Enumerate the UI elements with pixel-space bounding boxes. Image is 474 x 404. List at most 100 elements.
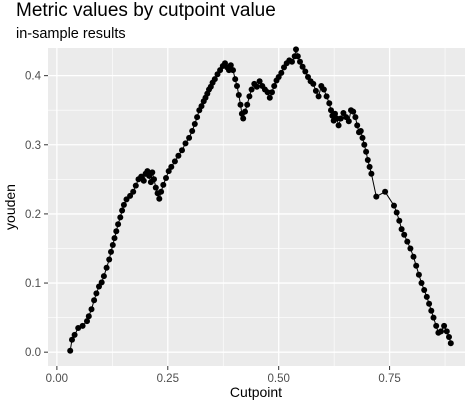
data-point (323, 93, 330, 100)
data-point (151, 176, 157, 183)
data-point (433, 322, 440, 329)
data-point (415, 271, 422, 278)
data-point (246, 93, 253, 100)
data-point (297, 58, 303, 65)
data-point (232, 76, 239, 83)
data-point (326, 100, 333, 107)
x-tick-label: 0.75 (378, 373, 400, 385)
data-point (337, 115, 344, 122)
data-point (111, 235, 118, 242)
data-point (421, 287, 428, 293)
data-point (244, 101, 251, 108)
data-point (359, 134, 366, 141)
data-point (191, 121, 198, 127)
data-point (393, 209, 400, 216)
data-point (115, 221, 122, 228)
data-point (368, 170, 375, 177)
data-point (364, 157, 371, 163)
data-point (418, 280, 425, 286)
data-point (407, 245, 414, 252)
data-point (271, 83, 278, 89)
data-point (100, 273, 107, 280)
data-point (294, 53, 301, 60)
data-point (237, 101, 244, 108)
y-tick-label: 0.1 (25, 278, 41, 290)
data-point (320, 86, 327, 93)
data-point (160, 181, 167, 188)
y-tick-label: 0.4 (25, 71, 42, 83)
data-point (302, 68, 309, 75)
plot-panel (48, 48, 465, 366)
data-point (253, 83, 260, 90)
data-point (373, 193, 380, 200)
data-point (401, 231, 408, 238)
data-point (93, 290, 100, 297)
data-point (357, 128, 364, 134)
data-point (156, 195, 163, 202)
data-point (189, 128, 196, 134)
data-point (98, 279, 105, 286)
data-point (91, 297, 98, 304)
chart-title: Metric values by cutpoint value (16, 0, 276, 21)
data-point (234, 83, 240, 89)
data-point (446, 334, 452, 340)
data-point (211, 76, 218, 83)
data-point (84, 318, 90, 325)
data-point (235, 92, 242, 98)
y-tick-label: 0.2 (25, 209, 41, 221)
y-tick-label: 0.0 (25, 347, 41, 359)
data-point (361, 141, 368, 148)
data-point (269, 89, 275, 96)
data-point (113, 228, 120, 235)
data-point (413, 262, 420, 269)
x-tick-label: 0.00 (46, 373, 68, 385)
data-point (266, 94, 273, 101)
data-point (175, 152, 182, 159)
data-point (441, 322, 448, 329)
data-point (71, 331, 78, 338)
y-axis-title: youden (2, 184, 18, 230)
data-point (332, 110, 338, 117)
data-point (120, 201, 127, 208)
data-point (119, 207, 126, 214)
data-point (242, 108, 248, 115)
data-point (103, 264, 110, 271)
data-point (79, 322, 86, 329)
data-point (293, 46, 299, 53)
data-point (248, 86, 255, 93)
data-point (198, 103, 205, 110)
data-point (438, 328, 444, 335)
data-point (278, 69, 285, 76)
data-point (227, 62, 234, 69)
data-point (430, 314, 437, 321)
data-point (240, 115, 247, 122)
data-point (366, 163, 373, 170)
data-point (363, 148, 370, 155)
x-axis-title: Cutpoint (230, 384, 282, 400)
data-point (310, 80, 317, 87)
data-point (352, 114, 359, 121)
data-point (354, 122, 361, 129)
data-point (67, 347, 74, 354)
data-point (182, 140, 189, 147)
x-axis: 0.00 0.25 0.50 0.75 (46, 366, 401, 385)
data-point (88, 306, 95, 313)
data-point (106, 256, 113, 263)
data-point (140, 177, 147, 184)
data-point (163, 175, 169, 181)
data-point (158, 188, 165, 195)
data-point (299, 63, 306, 70)
data-point (194, 114, 201, 121)
data-point (410, 253, 417, 260)
data-point (144, 168, 151, 175)
data-point (179, 147, 185, 154)
data-point (117, 214, 124, 221)
data-point (428, 307, 435, 314)
data-point (256, 78, 263, 85)
data-point (423, 293, 430, 300)
data-point (443, 328, 450, 335)
data-point (130, 188, 137, 195)
gridlines (48, 48, 465, 366)
x-tick-label: 0.25 (157, 373, 179, 385)
data-point (127, 192, 134, 199)
